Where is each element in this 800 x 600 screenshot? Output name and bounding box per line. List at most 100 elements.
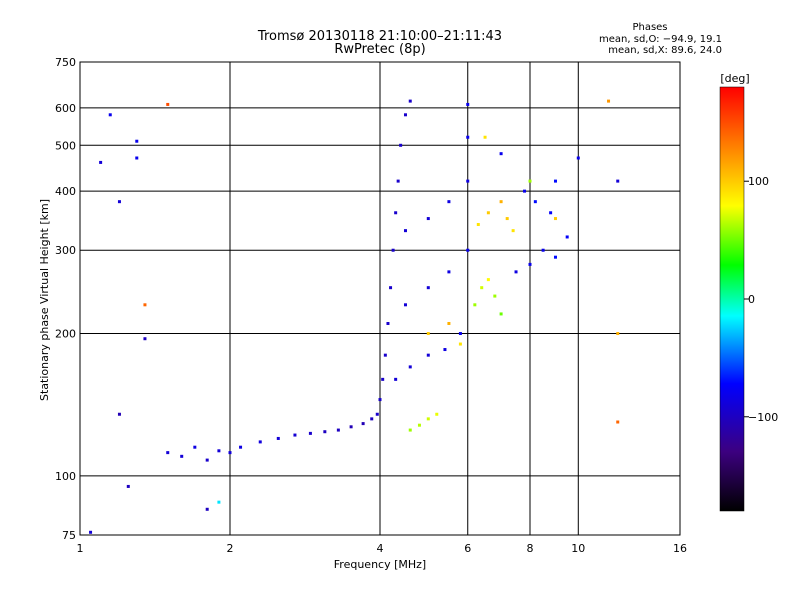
data-point (117, 412, 121, 416)
data-point (89, 530, 93, 534)
phase-info: Phases mean, sd,O: −94.9, 19.1 mean, sd,… (599, 22, 722, 56)
data-point (616, 179, 620, 183)
data-point (426, 217, 430, 221)
data-point (408, 99, 412, 103)
y-tick-label: 300 (55, 244, 76, 257)
data-point (533, 200, 537, 204)
chart-subtitle: RwPretec (8p) (334, 42, 425, 57)
data-point (616, 420, 620, 424)
data-point (258, 440, 262, 444)
phase-info-heading: Phases (632, 22, 667, 33)
colorbar-tick-label: −100 (748, 411, 778, 424)
x-tick-label: 8 (527, 542, 534, 555)
data-point (180, 454, 184, 458)
data-point (458, 342, 462, 346)
y-tick-label: 400 (55, 185, 76, 198)
colorbar-gradient (719, 86, 745, 512)
data-point (486, 278, 490, 282)
data-point (493, 294, 497, 298)
data-points (89, 99, 620, 534)
data-point (499, 200, 503, 204)
data-point (499, 152, 503, 156)
data-point (375, 412, 379, 416)
x-tick-label: 16 (673, 542, 687, 555)
colorbar-tick-label: 0 (748, 293, 755, 306)
data-point (458, 332, 462, 336)
x-tick-labels: 1 2 4 6 8 10 16 (77, 542, 688, 555)
data-point (99, 160, 103, 164)
data-point (378, 398, 382, 402)
x-tick-label: 2 (227, 542, 234, 555)
data-point (389, 286, 393, 290)
data-point (486, 211, 490, 215)
data-point (361, 422, 365, 426)
data-point (549, 211, 553, 215)
data-point (239, 445, 243, 449)
data-point (426, 286, 430, 290)
x-tick-label: 6 (464, 542, 471, 555)
data-point (514, 270, 518, 274)
data-point (394, 377, 398, 381)
y-tick-label: 75 (62, 529, 76, 542)
data-point (523, 189, 527, 193)
data-point (126, 484, 130, 488)
data-point (417, 423, 421, 427)
y-tick-label: 200 (55, 328, 76, 341)
data-point (336, 428, 340, 432)
x-tick-label: 1 (77, 542, 84, 555)
data-point (426, 353, 430, 357)
data-point (511, 229, 515, 233)
y-tick-labels: 75 100 200 300 400 500 600 750 (55, 56, 76, 542)
data-point (370, 417, 374, 421)
data-point (228, 451, 232, 455)
data-point (408, 428, 412, 432)
data-point (466, 102, 470, 106)
data-point (135, 156, 139, 160)
data-point (349, 425, 353, 429)
data-point (386, 321, 390, 325)
chart-title: Tromsø 20130118 21:10:00–21:11:43 (257, 29, 502, 44)
data-point (447, 200, 451, 204)
data-point (135, 139, 139, 143)
y-tick-label: 750 (55, 56, 76, 69)
data-point (293, 433, 297, 437)
data-point (466, 248, 470, 252)
data-point (166, 451, 170, 455)
data-point (576, 156, 580, 160)
data-point (323, 430, 327, 434)
data-point (553, 255, 557, 259)
data-point (205, 507, 209, 511)
data-point (528, 262, 532, 266)
data-point (403, 229, 407, 233)
data-point (381, 377, 385, 381)
x-tick-label: 4 (377, 542, 384, 555)
data-point (396, 179, 400, 183)
x-tick-label: 10 (571, 542, 585, 555)
data-point (166, 102, 170, 106)
y-tick-label: 600 (55, 102, 76, 115)
data-point (476, 223, 480, 227)
phase-info-line-x: mean, sd,X: 89.6, 24.0 (608, 45, 722, 56)
data-point (616, 332, 620, 336)
colorbar-tick-label: 100 (748, 175, 769, 188)
data-point (443, 348, 447, 352)
title-group: Tromsø 20130118 21:10:00–21:11:43 RwPret… (257, 29, 502, 57)
data-point (466, 135, 470, 139)
phase-info-line-o: mean, sd,O: −94.9, 19.1 (599, 34, 722, 45)
colorbar: [deg] 100 0 −100 (719, 72, 778, 512)
data-point (394, 211, 398, 215)
data-point (541, 248, 545, 252)
plot-frame (79, 61, 681, 536)
data-point (607, 99, 611, 103)
y-tick-label: 100 (55, 470, 76, 483)
data-point (426, 332, 430, 336)
grid (80, 62, 680, 535)
data-point (117, 200, 121, 204)
data-point (143, 303, 147, 307)
colorbar-label: [deg] (720, 72, 749, 85)
data-point (499, 312, 503, 316)
data-point (473, 303, 477, 307)
data-point (399, 143, 403, 147)
data-point (565, 235, 569, 239)
